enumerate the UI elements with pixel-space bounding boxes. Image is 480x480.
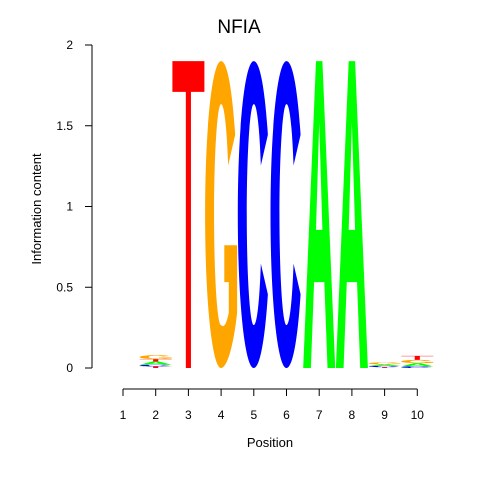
x-tick-label: 5	[250, 408, 257, 422]
x-axis: 1 2 3 4 5 6 7 8 9 10	[120, 389, 425, 422]
letter-C-position-9	[369, 366, 399, 367]
x-tick-label: 2	[152, 408, 159, 422]
y-axis-title: Information content	[29, 153, 44, 265]
letter-A-position-10	[401, 363, 433, 366]
letter-A-position-7	[303, 61, 335, 368]
x-tick-label: 7	[316, 408, 323, 422]
logo-column-3	[172, 61, 204, 368]
x-tick-label: 10	[411, 408, 425, 422]
letter-C-position-2	[140, 365, 170, 367]
y-tick-label: 2	[66, 38, 73, 52]
logo-column-4	[205, 61, 237, 368]
logo-column-2	[140, 355, 172, 368]
letter-A-position-2	[140, 362, 172, 365]
logo-column-10	[401, 356, 433, 368]
x-tick-label: 4	[218, 408, 225, 422]
logo-column-6	[271, 61, 301, 368]
letter-C-position-10	[401, 366, 431, 368]
y-tick-label: 0.5	[56, 280, 73, 294]
chart-title: NFIA	[217, 17, 261, 38]
letter-G-position-4	[205, 61, 237, 368]
letter-G-position-9	[369, 362, 401, 364]
logo-column-5	[238, 61, 268, 368]
letter-A-position-9	[369, 364, 401, 366]
y-tick-label: 0	[66, 361, 73, 375]
y-axis: 0 0.5 1 1.5 2	[56, 38, 92, 375]
letter-T-position-3	[172, 61, 204, 368]
y-tick-label: 1.5	[56, 119, 73, 133]
letter-C-position-5	[238, 61, 268, 368]
x-tick-label: 1	[120, 408, 127, 422]
letter-T-position-10	[401, 356, 433, 360]
letter-A-position-8	[336, 61, 368, 368]
logo-column-7	[303, 61, 335, 368]
x-tick-label: 8	[349, 408, 356, 422]
letter-G-position-10	[401, 360, 433, 363]
x-axis-title: Position	[247, 435, 293, 450]
letter-C-position-6	[271, 61, 301, 368]
x-tick-label: 9	[381, 408, 388, 422]
logo-column-8	[336, 61, 368, 368]
letter-G-position-2	[140, 355, 172, 359]
letter-T-position-2	[140, 366, 172, 368]
logo-column-9	[369, 362, 401, 368]
letter-T-position-2	[140, 359, 172, 361]
letter-T-position-9	[369, 367, 401, 368]
logo-letters	[140, 61, 434, 368]
x-tick-label: 3	[185, 408, 192, 422]
x-tick-label: 6	[283, 408, 290, 422]
y-tick-label: 1	[66, 200, 73, 214]
